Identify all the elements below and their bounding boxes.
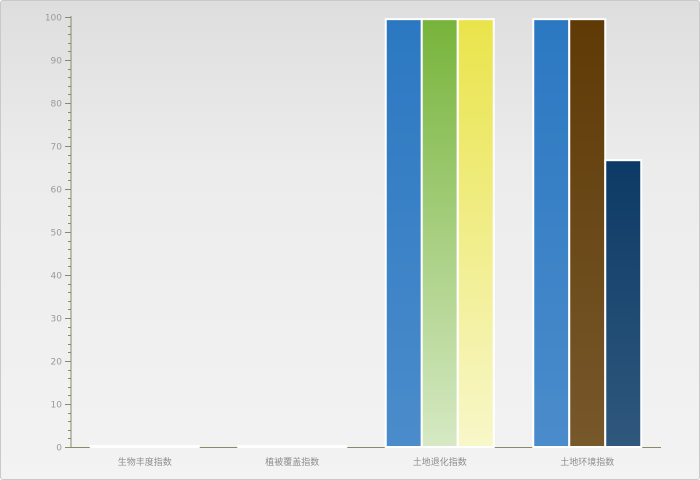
bar-2-1[interactable] (420, 18, 459, 449)
x-category-label: 植被覆盖指数 (265, 456, 319, 468)
x-axis: 生物丰度指数 植被覆盖指数 土地退化指数 土地环境指数 (71, 447, 661, 468)
y-tick-label: 0 (56, 444, 62, 454)
bars-group (89, 18, 643, 449)
bar-0-1[interactable] (125, 445, 164, 448)
x-category-label: 土地退化指数 (413, 456, 467, 468)
y-tick-label: 90 (51, 57, 63, 67)
y-tick-label: 30 (51, 315, 63, 325)
y-tick-label: 100 (45, 14, 62, 24)
bar-3-1[interactable] (568, 18, 607, 449)
bar-3-2[interactable] (604, 159, 643, 448)
y-tick-label: 20 (51, 358, 63, 368)
y-tick-label: 10 (51, 401, 63, 411)
y-tick-label: 40 (51, 272, 63, 282)
bar-2-2[interactable] (456, 18, 495, 449)
bar-1-0[interactable] (237, 445, 276, 448)
x-category-label: 土地环境指数 (560, 456, 614, 468)
bar-0-0[interactable] (89, 445, 128, 448)
x-category-label: 生物丰度指数 (118, 456, 172, 468)
bar-2-0[interactable] (384, 18, 423, 449)
y-axis: 0 10 20 30 40 50 60 70 80 90 100 (45, 14, 72, 454)
bar-3-0[interactable] (532, 18, 571, 449)
y-tick-label: 50 (51, 229, 63, 239)
y-tick-label: 80 (51, 100, 63, 110)
bar-1-2[interactable] (309, 445, 348, 448)
y-tick-label: 60 (51, 186, 63, 196)
bar-0-2[interactable] (161, 445, 200, 448)
bar-1-1[interactable] (273, 445, 312, 448)
y-tick-label: 70 (51, 143, 63, 153)
